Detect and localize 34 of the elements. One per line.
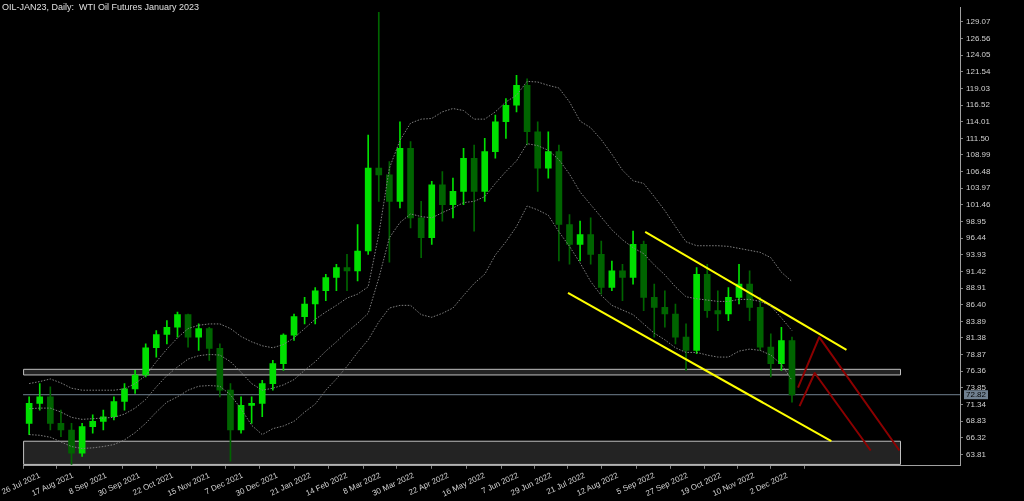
candlestick bbox=[343, 254, 351, 292]
y-tick-label: 116.52 bbox=[966, 100, 991, 110]
y-tick-label: 96.44 bbox=[966, 233, 987, 243]
y-tick-label: 63.81 bbox=[966, 449, 987, 459]
y-tick-label: 121.54 bbox=[966, 67, 992, 77]
y-tick-label: 83.89 bbox=[966, 316, 987, 326]
candlestick bbox=[714, 290, 722, 331]
y-tick-label: 98.95 bbox=[966, 216, 987, 226]
chart-title: OIL-JAN23, Daily: WTI Oil Futures January 2023 bbox=[2, 1, 200, 12]
y-tick-label: 124.05 bbox=[966, 50, 992, 60]
y-tick-label: 71.34 bbox=[966, 399, 987, 409]
y-tick-label: 91.42 bbox=[966, 266, 987, 276]
y-tick-label: 86.40 bbox=[966, 299, 987, 309]
y-tick-label: 93.93 bbox=[966, 250, 987, 260]
y-tick-label: 129.07 bbox=[966, 17, 992, 27]
y-tick-label: 114.01 bbox=[966, 116, 991, 126]
ref-line-label: 72.82 bbox=[966, 390, 987, 400]
y-tick-label: 78.87 bbox=[966, 349, 987, 359]
candlestick bbox=[650, 283, 658, 338]
y-tick-label: 111.50 bbox=[966, 133, 990, 143]
y-tick-label: 66.32 bbox=[966, 432, 987, 442]
y-tick-label: 108.99 bbox=[966, 150, 992, 160]
y-tick-label: 101.46 bbox=[966, 200, 992, 210]
y-tick-label: 73.85 bbox=[966, 383, 987, 393]
candlestick bbox=[375, 12, 383, 202]
y-tick-label: 126.56 bbox=[966, 33, 992, 43]
line-series bbox=[28, 205, 793, 450]
y-tick-label: 103.97 bbox=[966, 183, 992, 193]
y-tick-label: 76.36 bbox=[966, 366, 987, 376]
y-tick-label: 88.91 bbox=[966, 283, 987, 293]
y-tick-label: 106.48 bbox=[966, 166, 992, 176]
y-tick-label: 119.03 bbox=[966, 83, 991, 93]
y-tick-label: 68.83 bbox=[966, 416, 987, 426]
y-tick-label: 81.38 bbox=[966, 333, 987, 343]
